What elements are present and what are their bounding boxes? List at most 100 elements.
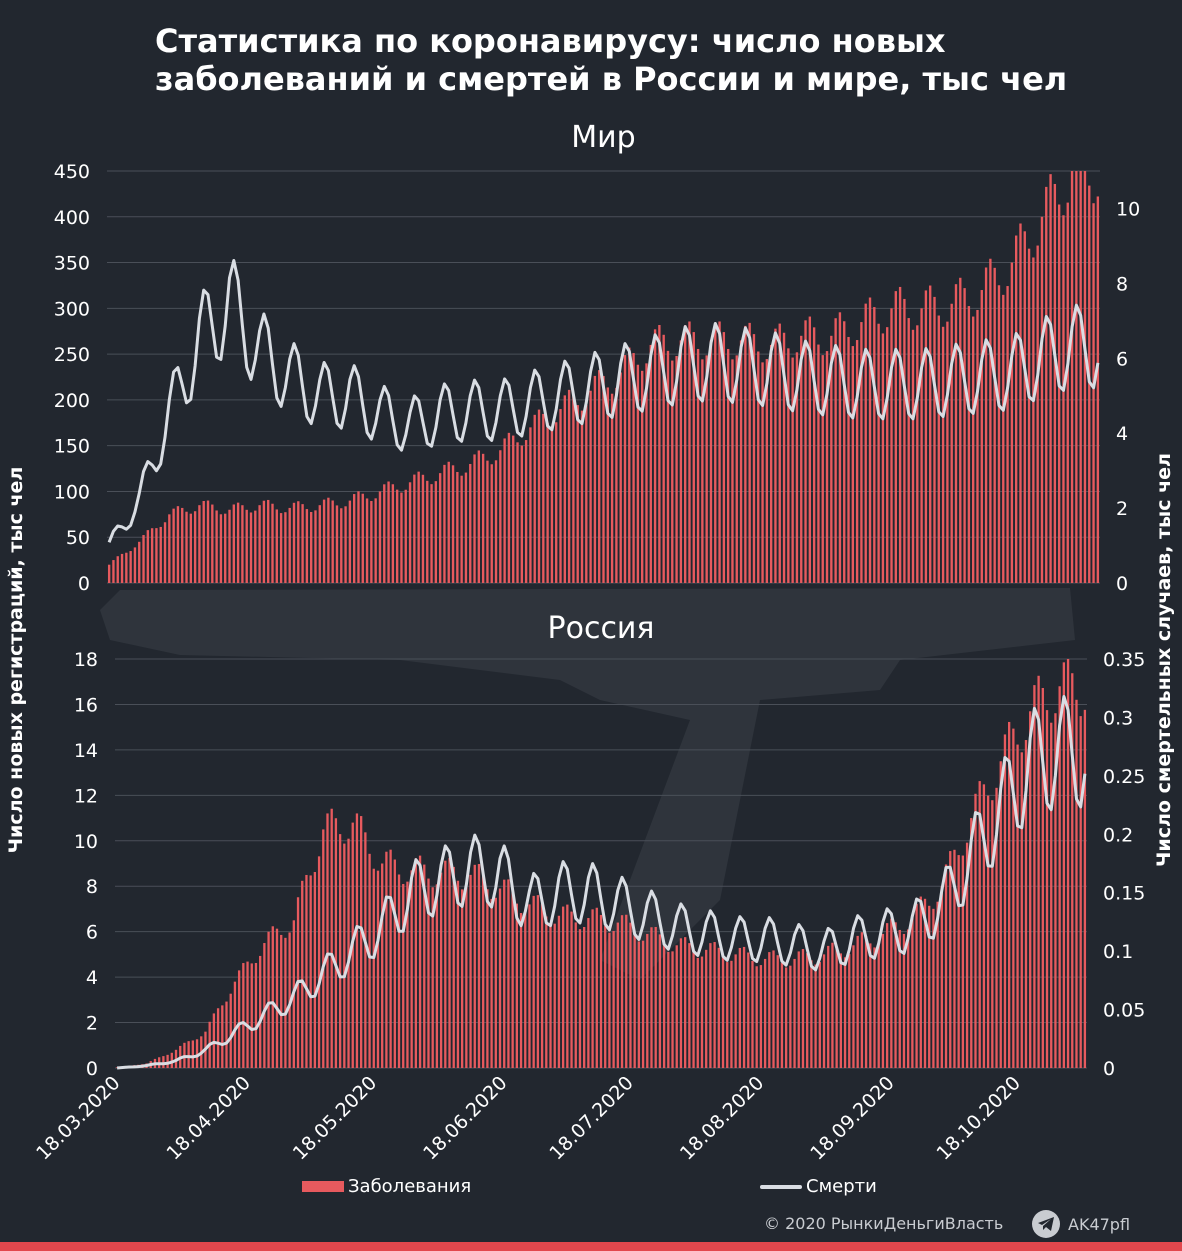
cases-bar <box>679 938 683 1068</box>
cases-bar <box>808 316 812 583</box>
cases-bar <box>246 961 249 1068</box>
cases-bar <box>1023 231 1026 583</box>
cases-bar <box>107 564 111 583</box>
legend-swatch-cases <box>302 1181 344 1192</box>
cases-bar <box>511 889 514 1068</box>
cases-bar <box>924 290 928 583</box>
cases-bar <box>301 880 304 1068</box>
cases-bar <box>486 460 489 583</box>
cases-bar <box>498 888 502 1068</box>
left-tick-label: 250 <box>54 344 90 366</box>
cases-bar <box>1037 675 1040 1068</box>
cases-bar <box>963 288 966 583</box>
cases-bar <box>327 497 330 583</box>
cases-bar <box>734 954 737 1068</box>
cases-bar <box>393 859 396 1068</box>
cases-bar <box>633 933 636 1068</box>
left-tick-label: 50 <box>66 527 90 549</box>
cases-bar <box>515 903 519 1068</box>
cases-bar <box>159 526 162 583</box>
cases-bar <box>632 353 635 583</box>
cases-bar <box>1058 686 1061 1068</box>
telegram-handle[interactable]: AK47pfl <box>1032 1210 1130 1238</box>
cases-bar <box>254 962 258 1068</box>
x-tick-label: 18.06.2020 <box>419 1072 511 1164</box>
cases-bar <box>620 915 624 1068</box>
cases-bar <box>961 855 965 1068</box>
cases-bar <box>602 376 605 583</box>
cases-bar <box>344 506 347 583</box>
cases-bar <box>138 541 141 583</box>
cases-bar <box>911 329 915 583</box>
cases-bar <box>1092 203 1095 583</box>
cases-bar <box>797 951 800 1068</box>
cases-bar <box>751 960 754 1068</box>
cases-bar <box>444 860 447 1068</box>
cases-bar <box>1079 716 1082 1068</box>
cases-bar <box>726 962 729 1068</box>
cases-bar <box>250 963 253 1068</box>
bottom-accent-strip <box>0 1242 1182 1251</box>
cases-bar <box>1066 659 1070 1068</box>
cases-bar <box>610 393 614 583</box>
cases-bar <box>524 912 527 1068</box>
cases-bar <box>768 952 771 1068</box>
cases-bar <box>310 511 313 583</box>
cases-bar <box>546 422 549 583</box>
cases-bar <box>408 482 412 583</box>
cases-bar <box>795 352 799 583</box>
cases-bar <box>400 492 403 583</box>
cases-bar <box>292 502 296 583</box>
cases-bar <box>477 864 481 1068</box>
cases-bar <box>507 432 511 583</box>
cases-bar <box>838 312 842 583</box>
cases-bar <box>112 560 115 583</box>
left-tick-label: 14 <box>74 740 98 762</box>
cases-bar <box>224 513 227 583</box>
cases-bar <box>249 512 253 583</box>
cases-bar <box>195 1039 199 1068</box>
cases-bar <box>406 881 409 1068</box>
cases-bar <box>628 347 631 583</box>
cases-bar <box>532 895 535 1068</box>
cases-bar <box>671 951 674 1068</box>
cases-bar <box>646 933 649 1068</box>
cases-bar <box>851 346 855 583</box>
cases-bar <box>791 357 794 583</box>
cases-bar <box>944 864 948 1068</box>
cases-bar <box>280 934 283 1068</box>
x-tick-label: 18.05.2020 <box>289 1072 381 1164</box>
chart-legend: Заболевания Смерти <box>300 1176 1120 1206</box>
cases-bar <box>150 528 154 583</box>
cases-bar <box>604 925 607 1068</box>
cases-bar <box>228 509 231 583</box>
cases-bar <box>574 922 577 1068</box>
cases-bar <box>1096 196 1100 583</box>
cases-bar <box>714 325 717 583</box>
cases-bar <box>133 547 137 583</box>
cases-bar <box>1036 245 1039 583</box>
cases-bar <box>726 348 730 583</box>
cases-bar <box>730 960 733 1068</box>
left-tick-label: 100 <box>54 481 90 503</box>
cases-bar <box>397 874 401 1068</box>
cases-bar <box>490 464 493 583</box>
left-tick-label: 0 <box>86 1058 98 1080</box>
cases-bar <box>890 308 893 583</box>
left-tick-label: 400 <box>54 207 90 229</box>
cases-bar <box>623 355 627 583</box>
cases-bar <box>262 500 266 583</box>
telegram-handle-text: AK47pfl <box>1068 1214 1131 1234</box>
cases-bar <box>305 874 308 1068</box>
cases-bar <box>1057 204 1061 583</box>
cases-bar <box>967 306 971 583</box>
cases-bar <box>612 930 615 1068</box>
cases-bar <box>928 905 931 1068</box>
cases-bar <box>1054 713 1057 1068</box>
left-tick-label: 18 <box>74 649 98 671</box>
cases-bar <box>717 947 720 1068</box>
cases-bar <box>972 316 975 583</box>
cases-bar <box>271 503 274 583</box>
cases-bar <box>625 914 628 1068</box>
cases-bar <box>782 332 786 583</box>
